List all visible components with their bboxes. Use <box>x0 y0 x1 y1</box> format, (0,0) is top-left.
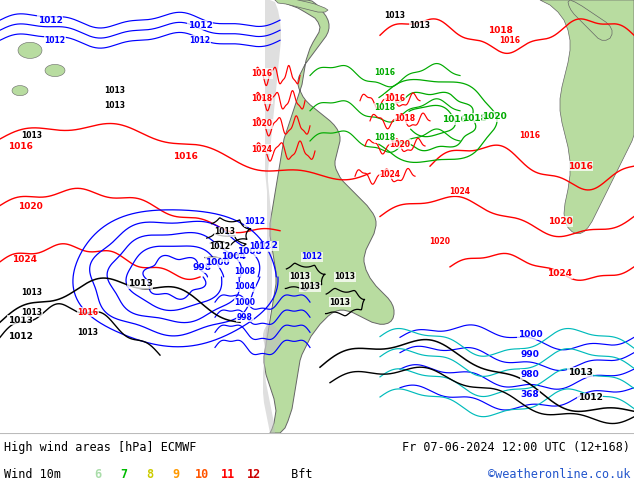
Text: 1013: 1013 <box>335 272 356 281</box>
Text: 1012: 1012 <box>209 242 231 251</box>
Text: 1020: 1020 <box>252 120 273 128</box>
Text: 1013: 1013 <box>330 297 351 307</box>
Text: 998: 998 <box>192 263 211 272</box>
Text: 1013: 1013 <box>214 227 235 236</box>
Text: 10: 10 <box>195 467 209 481</box>
Text: 1018: 1018 <box>488 25 512 35</box>
Text: 12: 12 <box>247 467 261 481</box>
Text: 1018: 1018 <box>394 114 415 123</box>
Text: High wind areas [hPa] ECMWF: High wind areas [hPa] ECMWF <box>4 441 197 454</box>
Text: Fr 07-06-2024 12:00 UTC (12+168): Fr 07-06-2024 12:00 UTC (12+168) <box>402 441 630 454</box>
Text: 1016: 1016 <box>252 69 273 78</box>
Text: 1024: 1024 <box>548 270 573 278</box>
Text: ©weatheronline.co.uk: ©weatheronline.co.uk <box>488 467 630 481</box>
Text: 7: 7 <box>120 467 127 481</box>
Text: 1024: 1024 <box>380 170 401 179</box>
Polygon shape <box>263 0 281 433</box>
Text: 1013: 1013 <box>299 283 321 292</box>
Polygon shape <box>568 0 612 40</box>
Polygon shape <box>263 324 281 352</box>
Text: 1016: 1016 <box>8 142 32 150</box>
Polygon shape <box>275 0 328 12</box>
Text: 1012: 1012 <box>188 21 212 30</box>
Text: 1016: 1016 <box>172 151 197 161</box>
Text: 8: 8 <box>146 467 153 481</box>
Text: 1013: 1013 <box>77 328 98 337</box>
Polygon shape <box>18 42 42 58</box>
Text: 1020: 1020 <box>18 202 42 211</box>
Text: 1013: 1013 <box>127 279 152 289</box>
Text: 9: 9 <box>172 467 179 481</box>
Text: 1024: 1024 <box>13 255 37 264</box>
Polygon shape <box>12 86 28 96</box>
Text: 1016: 1016 <box>375 68 396 77</box>
Text: 1024: 1024 <box>252 145 273 153</box>
Text: 368: 368 <box>521 390 540 399</box>
Text: 1013: 1013 <box>22 308 42 317</box>
Text: 1020: 1020 <box>389 140 410 148</box>
Text: 1004: 1004 <box>235 283 256 292</box>
Text: 1016: 1016 <box>567 162 592 171</box>
Text: 11: 11 <box>221 467 235 481</box>
Text: 1024: 1024 <box>450 187 470 196</box>
Polygon shape <box>45 65 65 76</box>
Text: 1012: 1012 <box>190 36 210 45</box>
Text: 1013: 1013 <box>105 101 126 110</box>
Text: 1013: 1013 <box>8 316 32 325</box>
Text: 1013: 1013 <box>105 86 126 95</box>
Text: 1018: 1018 <box>375 133 396 143</box>
Text: 1016: 1016 <box>384 94 406 103</box>
Text: 990: 990 <box>521 350 540 359</box>
Text: 1012: 1012 <box>44 36 65 45</box>
Text: 1018: 1018 <box>375 103 396 112</box>
Text: 1020: 1020 <box>548 217 573 226</box>
Polygon shape <box>540 0 634 234</box>
Text: 1016: 1016 <box>500 36 521 45</box>
Text: 1008: 1008 <box>238 247 262 256</box>
Text: 1013: 1013 <box>384 11 406 20</box>
Text: 1004: 1004 <box>221 252 246 261</box>
Polygon shape <box>264 0 394 433</box>
Text: 1020: 1020 <box>482 112 507 121</box>
Text: 1012: 1012 <box>578 393 602 402</box>
Text: Bft: Bft <box>284 467 313 481</box>
Text: 1013: 1013 <box>290 272 311 281</box>
Text: 1012: 1012 <box>254 242 278 250</box>
Text: Wind 10m: Wind 10m <box>4 467 61 481</box>
Text: 1013: 1013 <box>22 288 42 296</box>
Text: 1012: 1012 <box>37 16 62 24</box>
Text: 1016: 1016 <box>77 308 98 317</box>
Text: 1013: 1013 <box>22 131 42 141</box>
Text: 1012: 1012 <box>302 252 323 261</box>
Text: 1016: 1016 <box>519 131 541 141</box>
Text: 1012: 1012 <box>245 217 266 226</box>
Text: 1008: 1008 <box>235 268 256 276</box>
Text: 1013: 1013 <box>567 368 592 377</box>
Text: 1000: 1000 <box>518 330 542 339</box>
Text: 1020: 1020 <box>429 237 451 246</box>
Text: 6: 6 <box>94 467 101 481</box>
Text: 1012: 1012 <box>8 332 32 341</box>
Text: 1012: 1012 <box>250 242 271 251</box>
Text: 1000: 1000 <box>205 258 230 267</box>
Text: 1000: 1000 <box>235 297 256 307</box>
Text: 1016: 1016 <box>443 115 467 124</box>
Text: 980: 980 <box>521 370 540 379</box>
Text: 1018: 1018 <box>462 114 487 122</box>
Text: 1013: 1013 <box>410 21 430 30</box>
Text: 1018: 1018 <box>252 94 273 103</box>
Text: 998: 998 <box>237 313 253 322</box>
